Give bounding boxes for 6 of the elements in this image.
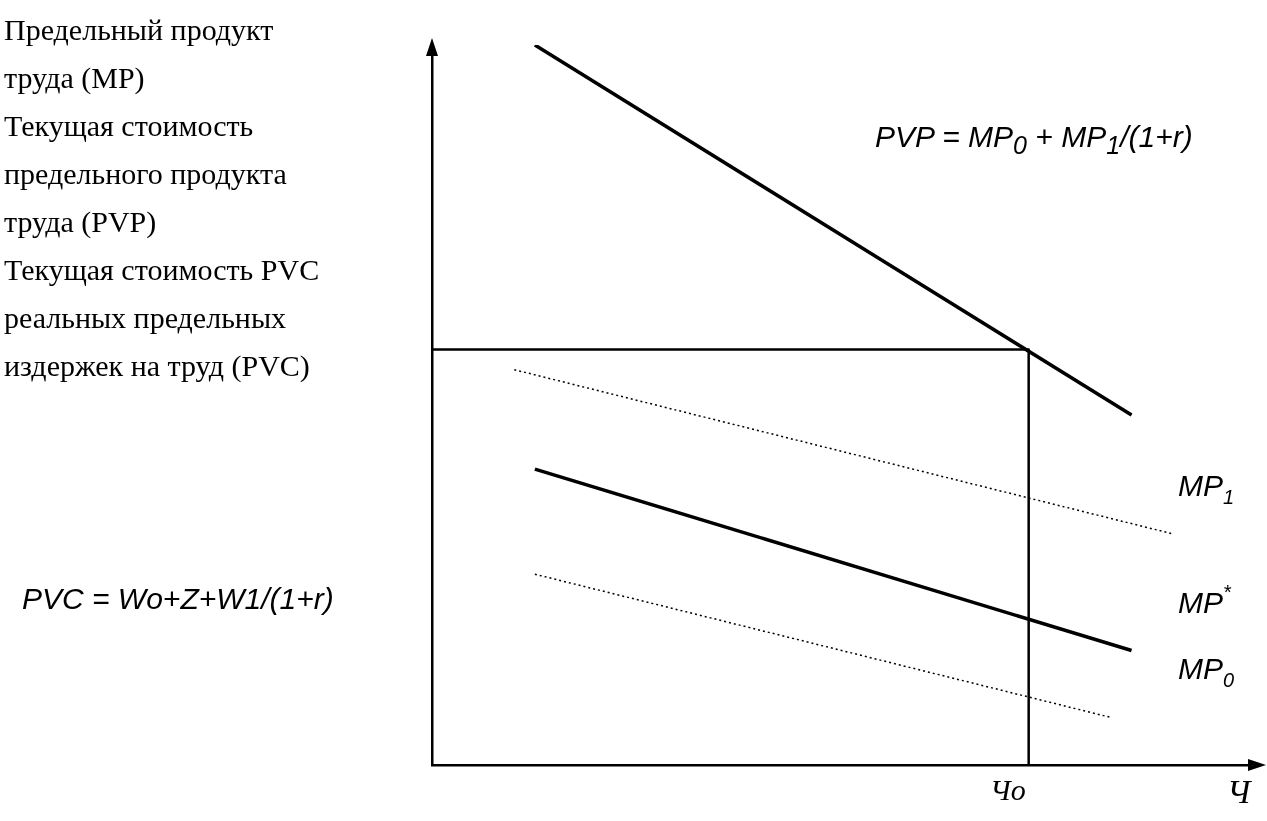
text: PVC = Wo+Z+W1/(1+r): [22, 582, 334, 616]
y-axis-title: Предельный продукт труда (MP) Текущая стоимость предельного продукта труда (PVP) Текущая стоимость PVC реальных предельных издержек на труд (PVC): [4, 12, 321, 384]
series-label: MP*: [1178, 580, 1232, 619]
text: Чo: [990, 773, 1026, 807]
x-axis-title: Ч: [1227, 773, 1251, 811]
annotation: PVP = MP$_{0}$ + MP$_{1}$/(1+r): [875, 120, 1193, 160]
